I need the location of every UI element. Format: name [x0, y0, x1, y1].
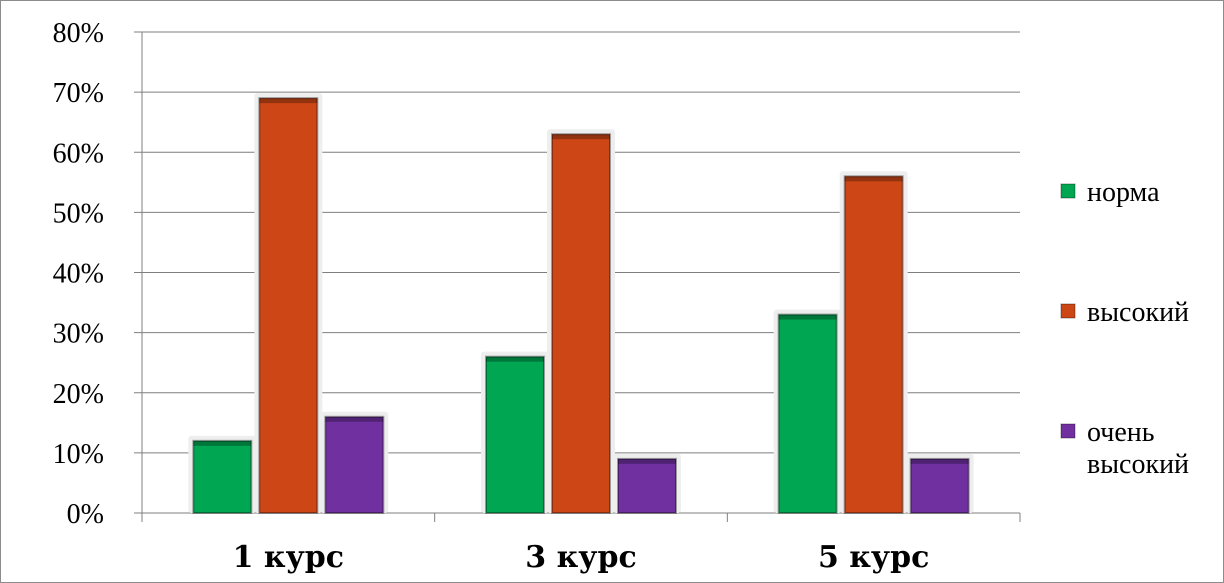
y-tick-label: 20%	[53, 379, 104, 410]
legend-label: норма	[1087, 177, 1160, 208]
y-tick-label: 70%	[53, 78, 104, 109]
bar-норма	[777, 313, 838, 514]
x-tick-label: 3 курс	[525, 540, 636, 575]
bar-top-edge	[844, 176, 903, 182]
bar-top-edge	[325, 416, 384, 422]
bar-высокий	[843, 175, 904, 515]
bar-top-edge	[778, 314, 837, 320]
legend-swatch	[1060, 183, 1076, 199]
bars	[188, 93, 974, 515]
bar-top-edge	[486, 356, 544, 362]
y-tick-label: 10%	[53, 439, 104, 470]
bar-очень-высокий	[324, 415, 385, 514]
y-axis-ticks: 0% 10% 20% 30% 40% 50% 60% 70% 80%	[53, 18, 104, 530]
y-tick-label: 80%	[53, 18, 104, 49]
bar-top-edge	[193, 440, 252, 446]
legend-swatch	[1060, 303, 1076, 319]
y-tick-label: 0%	[67, 499, 104, 530]
bar-норма	[192, 439, 253, 515]
bar-top-edge	[552, 134, 610, 140]
legend-item: высокий	[1060, 297, 1189, 328]
bar-высокий	[551, 133, 611, 514]
y-tick-label: 50%	[53, 198, 104, 229]
bar-высокий	[258, 97, 319, 514]
y-tick-label: 60%	[53, 138, 104, 169]
legend-label: высокий	[1087, 297, 1189, 328]
bar-top-edge	[259, 98, 318, 104]
bar-top-edge	[618, 458, 676, 464]
legend-label: высокий	[1087, 449, 1189, 480]
x-tick-label: 1 курс	[233, 540, 344, 575]
legend-swatch	[1060, 423, 1076, 439]
bar-очень-высокий	[909, 457, 970, 515]
legend-item: норма	[1060, 177, 1160, 208]
y-tick-label: 40%	[53, 259, 104, 290]
bar-очень-высокий	[617, 457, 677, 515]
bar-top-edge	[910, 458, 969, 464]
bar-норма	[485, 355, 545, 514]
legend-label: очень	[1087, 417, 1155, 448]
x-axis-ticks: 1 курс 3 курс 5 курс	[233, 540, 930, 575]
y-tick-label: 30%	[53, 319, 104, 350]
x-tick-label: 5 курс	[818, 540, 929, 575]
